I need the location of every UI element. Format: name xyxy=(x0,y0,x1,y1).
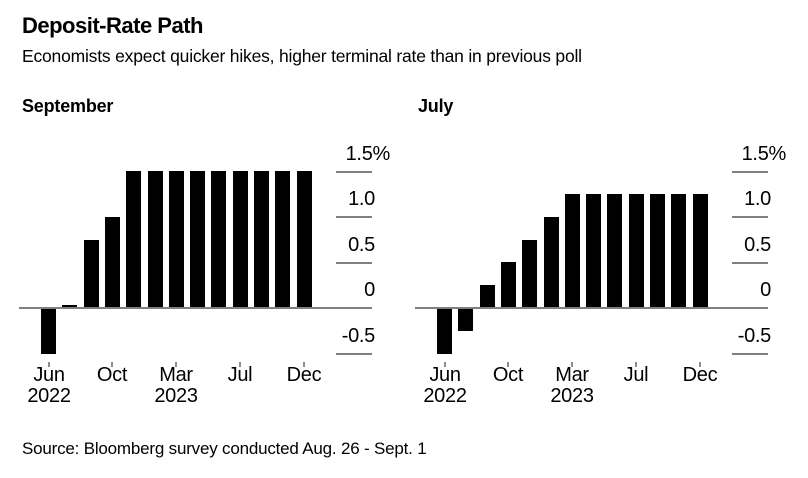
bar-dec-2022 xyxy=(522,240,537,308)
bar-sep-2022 xyxy=(84,240,99,308)
y-axis-label-0: 0 xyxy=(364,279,375,301)
y-axis-label--0-5: -0.5 xyxy=(341,325,376,347)
zero-axis-line xyxy=(415,307,768,309)
bar-jun-2022 xyxy=(41,308,56,354)
source-note: Source: Bloomberg survey conducted Aug. … xyxy=(22,439,427,458)
panel-title-september: September xyxy=(22,96,114,116)
gridline-1-0 xyxy=(336,216,372,218)
x-axis-label-jun: Jun xyxy=(33,364,65,386)
bar-may-2023 xyxy=(586,194,601,308)
y-axis-label-1-5-: 1.5% xyxy=(741,143,787,165)
panel-september: September 1.5% 1.0 0.5 0 -0.5 Jun 2022 Oct Mar 20… xyxy=(19,96,391,407)
x-axis-year-label-2022: 2022 xyxy=(27,385,71,407)
chart-title: Deposit-Rate Path xyxy=(22,13,203,38)
y-axis-label-1-0: 1.0 xyxy=(744,188,771,210)
bar-feb-2023 xyxy=(148,171,163,308)
x-axis-label-jul: Jul xyxy=(227,364,253,386)
bar-jun-2023 xyxy=(211,171,226,308)
x-tick-mark-dec xyxy=(303,362,305,367)
x-tick-mark-jul xyxy=(635,362,637,367)
y-axis-label-0: 0 xyxy=(760,279,771,301)
x-axis-label-oct: Oct xyxy=(492,364,524,386)
x-axis-label-oct: Oct xyxy=(96,364,128,386)
x-axis-label-jul: Jul xyxy=(623,364,649,386)
x-axis-label-dec: Dec xyxy=(286,364,322,386)
panel-title-july: July xyxy=(418,96,454,116)
gridline--0-5 xyxy=(336,353,372,355)
bar-dec-2023 xyxy=(693,194,708,308)
plot-area-september: 1.5% 1.0 0.5 0 -0.5 Jun 2022 Oct Mar 2023 Jul Dec xyxy=(19,143,391,407)
y-axis-label-1-0: 1.0 xyxy=(348,188,375,210)
y-axis-label-0-5: 0.5 xyxy=(348,234,375,256)
x-axis-label-dec: Dec xyxy=(682,364,718,386)
bar-jul-2022 xyxy=(458,308,473,331)
bar-oct-2023 xyxy=(275,171,290,308)
bar-feb-2023 xyxy=(544,217,559,308)
bar-jul-2023 xyxy=(629,194,644,308)
gridline--0-5 xyxy=(732,353,768,355)
x-tick-mark-mar xyxy=(571,362,573,367)
bar-sep-2023 xyxy=(650,194,665,308)
x-axis-year-label-2023: 2023 xyxy=(154,385,198,407)
x-axis-label-mar: Mar xyxy=(159,364,193,386)
x-tick-mark-jun xyxy=(48,362,50,367)
gridline-1-5- xyxy=(336,171,372,173)
bar-oct-2022 xyxy=(105,217,120,308)
bar-may-2023 xyxy=(190,171,205,308)
bar-dec-2023 xyxy=(297,171,312,308)
x-tick-mark-oct xyxy=(111,362,113,367)
gridline-1-5- xyxy=(732,171,768,173)
x-axis-year-label-2022: 2022 xyxy=(423,385,467,407)
chart-subtitle: Economists expect quicker hikes, higher … xyxy=(22,46,582,66)
x-axis-label-jun: Jun xyxy=(429,364,461,386)
bar-jul-2023 xyxy=(233,171,248,308)
bar-mar-2023 xyxy=(169,171,184,308)
bar-jun-2023 xyxy=(607,194,622,308)
plot-area-july: 1.5% 1.0 0.5 0 -0.5 Jun 2022 Oct Mar 2023 Jul Dec xyxy=(396,0,808,478)
panel-july: July 1.5% 1.0 0.5 0 -0.5 Jun 2022 Oct Mar 2023 Jul… xyxy=(396,0,808,478)
gridline-1-0 xyxy=(732,216,768,218)
gridline-0-5 xyxy=(732,262,768,264)
x-tick-mark-jun xyxy=(444,362,446,367)
y-axis-label-0-5: 0.5 xyxy=(744,234,771,256)
x-axis-year-label-2023: 2023 xyxy=(550,385,594,407)
x-tick-mark-mar xyxy=(175,362,177,367)
bar-sep-2023 xyxy=(254,171,269,308)
bar-jun-2022 xyxy=(437,308,452,354)
x-tick-mark-jul xyxy=(239,362,241,367)
gridline-0-5 xyxy=(336,262,372,264)
bar-sep-2022 xyxy=(480,285,495,308)
bar-oct-2022 xyxy=(501,262,516,308)
zero-axis-line xyxy=(19,307,372,309)
bar-mar-2023 xyxy=(565,194,580,308)
x-tick-mark-dec xyxy=(699,362,701,367)
y-axis-label-1-5-: 1.5% xyxy=(345,143,391,165)
x-axis-label-mar: Mar xyxy=(555,364,589,386)
bar-oct-2023 xyxy=(671,194,686,308)
bar-jul-2022 xyxy=(62,305,77,308)
x-tick-mark-oct xyxy=(507,362,509,367)
y-axis-label--0-5: -0.5 xyxy=(737,325,772,347)
bar-dec-2022 xyxy=(126,171,141,308)
